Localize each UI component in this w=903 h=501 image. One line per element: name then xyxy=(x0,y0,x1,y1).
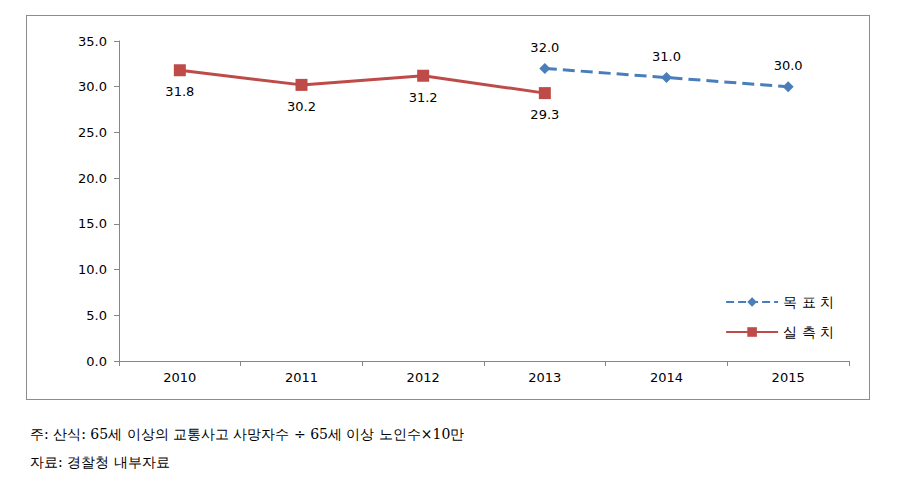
svg-text:15.0: 15.0 xyxy=(78,216,107,231)
svg-text:목 표 치: 목 표 치 xyxy=(783,294,834,310)
svg-text:30.2: 30.2 xyxy=(287,99,316,114)
svg-text:0.0: 0.0 xyxy=(86,354,107,369)
svg-text:2010: 2010 xyxy=(163,370,196,385)
svg-text:20.0: 20.0 xyxy=(78,171,107,186)
svg-text:29.3: 29.3 xyxy=(530,107,559,122)
svg-text:2011: 2011 xyxy=(285,370,318,385)
svg-text:31.8: 31.8 xyxy=(165,84,194,99)
svg-text:35.0: 35.0 xyxy=(78,34,107,49)
svg-text:31.2: 31.2 xyxy=(409,90,438,105)
svg-text:2014: 2014 xyxy=(650,370,683,385)
svg-text:30.0: 30.0 xyxy=(774,58,803,73)
svg-text:30.0: 30.0 xyxy=(78,79,107,94)
html-text:자료: 경찰청 내부자료: 자료: 경찰청 내부자료 xyxy=(30,454,170,470)
svg-text:5.0: 5.0 xyxy=(86,308,107,323)
svg-text:25.0: 25.0 xyxy=(78,125,107,140)
svg-text:32.0: 32.0 xyxy=(530,40,559,55)
svg-text:31.0: 31.0 xyxy=(652,49,681,64)
svg-text:실 측 치: 실 측 치 xyxy=(783,324,834,340)
html-text:주: 산식: 65세 이상의 교통사고 사망자수 ÷ 65세: 주: 산식: 65세 이상의 교통사고 사망자수 ÷ 65세 이상 노인수×10… xyxy=(30,426,465,442)
svg-text:2013: 2013 xyxy=(528,370,561,385)
svg-text:10.0: 10.0 xyxy=(78,262,107,277)
svg-text:2015: 2015 xyxy=(772,370,805,385)
svg-text:2012: 2012 xyxy=(407,370,440,385)
